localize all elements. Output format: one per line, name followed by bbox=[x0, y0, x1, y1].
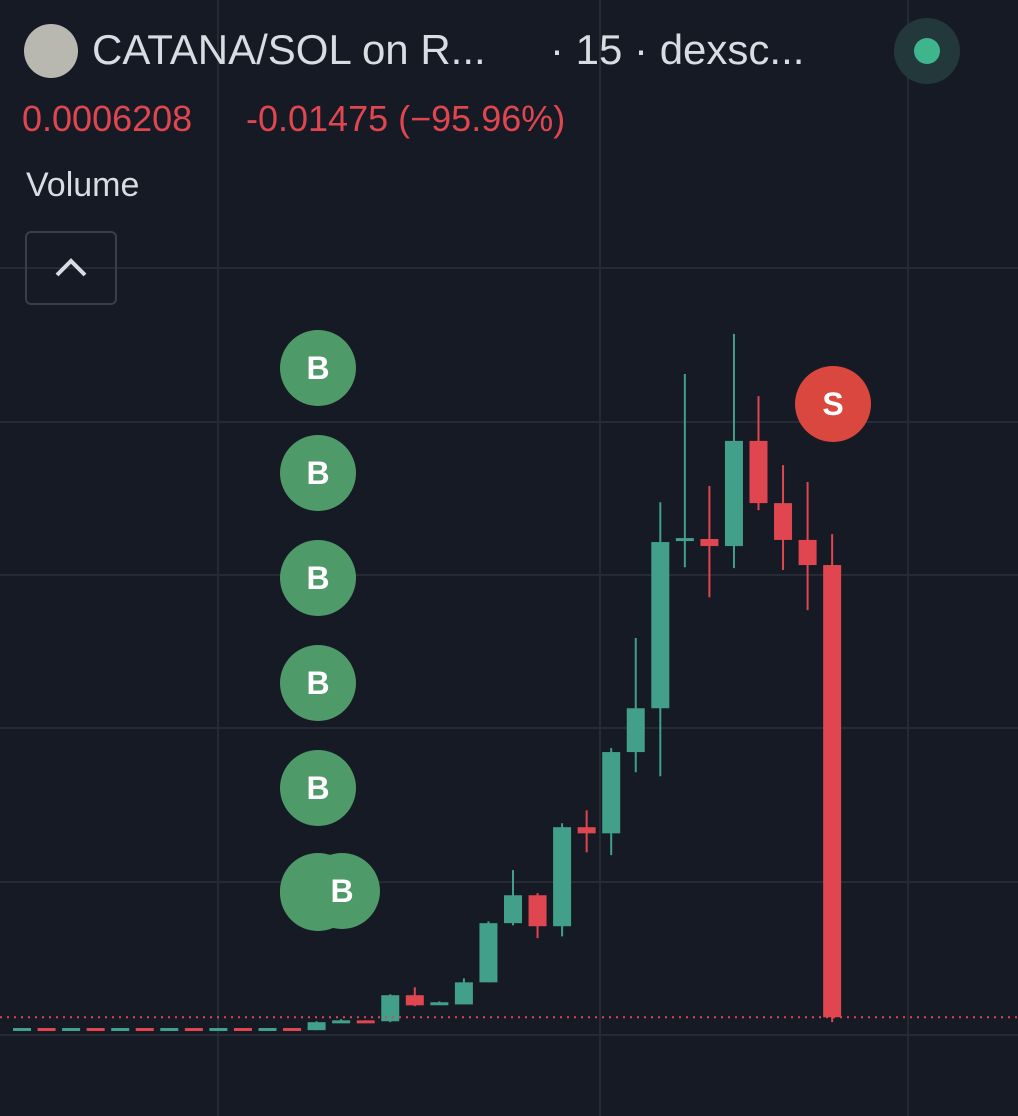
buy-marker bbox=[280, 750, 356, 826]
candle-body bbox=[135, 1028, 154, 1032]
candle-body bbox=[454, 982, 473, 1005]
buy-label: B bbox=[306, 665, 329, 701]
candle-body bbox=[184, 1028, 203, 1032]
candle-body bbox=[37, 1028, 56, 1032]
buy-marker bbox=[304, 853, 380, 929]
candle-body bbox=[749, 440, 768, 504]
candle-body bbox=[381, 995, 400, 1022]
pair-title: CATANA/SOL on R... bbox=[92, 26, 486, 73]
buy-label: B bbox=[306, 770, 329, 806]
candle-body bbox=[724, 440, 743, 547]
candle-body bbox=[307, 1022, 326, 1031]
candle-body bbox=[62, 1028, 81, 1032]
price-change: -0.01475 (−95.96%) bbox=[246, 98, 565, 140]
last-price: 0.0006208 bbox=[22, 98, 193, 139]
chevron bbox=[55, 258, 87, 277]
buy-label: B bbox=[306, 560, 329, 596]
candle-body bbox=[209, 1028, 228, 1032]
candle-body bbox=[553, 827, 572, 927]
candle-body bbox=[430, 1002, 449, 1006]
buy-marker bbox=[280, 540, 356, 616]
candle-body bbox=[798, 539, 817, 566]
candle-body bbox=[504, 895, 522, 924]
buy-label: B bbox=[306, 350, 329, 386]
candle-body bbox=[233, 1028, 252, 1032]
candle-body bbox=[258, 1028, 277, 1032]
buy-label: B bbox=[330, 873, 353, 909]
candle-body bbox=[405, 995, 424, 1006]
candle-body bbox=[86, 1028, 105, 1032]
candle-body bbox=[160, 1028, 179, 1032]
candle-body bbox=[111, 1028, 130, 1032]
candle-body bbox=[675, 538, 694, 542]
candle-body bbox=[283, 1028, 302, 1032]
buy-label: B bbox=[306, 455, 329, 491]
candle-body bbox=[823, 565, 842, 1018]
candle-body bbox=[577, 827, 596, 834]
candle-body bbox=[356, 1020, 375, 1024]
token-icon bbox=[24, 24, 78, 78]
candle-body bbox=[774, 503, 793, 540]
candle-body bbox=[13, 1028, 31, 1032]
candle-body bbox=[332, 1020, 351, 1024]
buy-marker bbox=[280, 435, 356, 511]
candle-body bbox=[626, 708, 645, 753]
buy-marker bbox=[280, 330, 356, 406]
candle-body bbox=[602, 752, 621, 834]
candle-body bbox=[651, 542, 670, 709]
change: -0.01475 bbox=[246, 98, 389, 139]
status-dot[interactable] bbox=[894, 18, 960, 84]
buy-marker bbox=[280, 645, 356, 721]
collapse-button[interactable] bbox=[25, 231, 117, 305]
candle-body bbox=[528, 895, 547, 927]
indicator-label: Volume bbox=[26, 166, 140, 204]
change-pct: (−95.96%) bbox=[398, 98, 566, 139]
sell-marker bbox=[795, 366, 871, 442]
sell-label: S bbox=[822, 386, 843, 422]
candle-body bbox=[479, 923, 498, 983]
pair-meta: · 15 · dexsc... bbox=[550, 26, 805, 73]
candle-body bbox=[700, 538, 719, 547]
